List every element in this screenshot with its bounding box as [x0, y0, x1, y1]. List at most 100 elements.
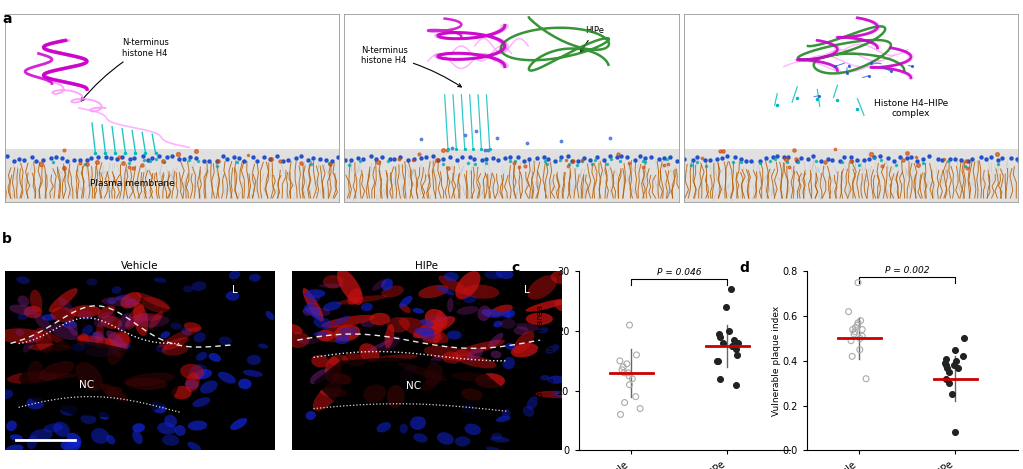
Ellipse shape	[0, 389, 13, 400]
Ellipse shape	[387, 317, 410, 333]
Point	[728, 351, 745, 359]
Ellipse shape	[75, 341, 91, 349]
Point	[620, 369, 636, 377]
Ellipse shape	[247, 355, 261, 365]
Ellipse shape	[461, 404, 475, 413]
Ellipse shape	[136, 292, 171, 309]
Ellipse shape	[418, 285, 449, 298]
Ellipse shape	[187, 442, 202, 451]
Ellipse shape	[447, 331, 461, 340]
Ellipse shape	[138, 315, 170, 327]
Ellipse shape	[258, 344, 268, 348]
Ellipse shape	[114, 343, 131, 351]
Ellipse shape	[535, 391, 577, 398]
Ellipse shape	[171, 322, 182, 330]
Ellipse shape	[360, 321, 374, 327]
Ellipse shape	[491, 433, 502, 439]
Point	[946, 429, 963, 436]
Point	[938, 375, 954, 383]
Ellipse shape	[106, 435, 116, 445]
Ellipse shape	[335, 335, 350, 344]
Ellipse shape	[196, 352, 208, 361]
Ellipse shape	[49, 288, 78, 312]
Point	[717, 303, 733, 311]
Point	[632, 405, 649, 412]
Point	[728, 381, 745, 388]
Ellipse shape	[99, 412, 109, 420]
Ellipse shape	[305, 289, 325, 298]
Ellipse shape	[464, 424, 481, 435]
Ellipse shape	[112, 287, 122, 294]
Point	[955, 335, 972, 342]
Point	[844, 326, 860, 333]
Ellipse shape	[461, 388, 483, 401]
Ellipse shape	[66, 433, 82, 446]
Ellipse shape	[132, 423, 145, 432]
Point	[723, 342, 740, 350]
Text: c: c	[512, 261, 520, 275]
Ellipse shape	[161, 331, 170, 338]
Point	[941, 368, 958, 376]
Text: P = 0.002: P = 0.002	[885, 266, 930, 275]
Ellipse shape	[412, 308, 424, 314]
Point	[712, 375, 728, 383]
Point	[852, 335, 869, 342]
Ellipse shape	[286, 324, 303, 334]
Point	[944, 391, 961, 398]
Ellipse shape	[500, 318, 516, 329]
Ellipse shape	[0, 328, 44, 343]
Ellipse shape	[553, 392, 563, 397]
Ellipse shape	[456, 306, 479, 315]
Ellipse shape	[311, 355, 328, 368]
Ellipse shape	[100, 316, 122, 329]
Ellipse shape	[27, 397, 45, 409]
Ellipse shape	[165, 415, 177, 427]
Ellipse shape	[528, 275, 557, 300]
Point	[730, 339, 747, 347]
Ellipse shape	[367, 340, 392, 352]
Ellipse shape	[491, 351, 501, 358]
Ellipse shape	[482, 309, 502, 318]
Y-axis label: Vulnerable plaque index: Vulnerable plaque index	[772, 306, 781, 416]
Ellipse shape	[484, 271, 502, 280]
Ellipse shape	[343, 353, 366, 366]
Ellipse shape	[451, 372, 492, 382]
Point	[627, 393, 643, 401]
Ellipse shape	[125, 313, 148, 327]
Ellipse shape	[78, 335, 122, 348]
Point	[617, 399, 633, 406]
Ellipse shape	[30, 429, 52, 442]
Point	[624, 375, 640, 383]
Point	[614, 366, 630, 373]
Ellipse shape	[414, 327, 435, 335]
Ellipse shape	[348, 288, 361, 305]
Ellipse shape	[399, 318, 448, 343]
Ellipse shape	[42, 314, 55, 321]
Ellipse shape	[323, 302, 342, 311]
Ellipse shape	[116, 295, 130, 301]
Ellipse shape	[547, 376, 566, 384]
Ellipse shape	[50, 324, 79, 340]
Ellipse shape	[68, 319, 78, 336]
Ellipse shape	[187, 421, 208, 431]
Ellipse shape	[455, 436, 471, 446]
Ellipse shape	[39, 361, 75, 381]
Ellipse shape	[490, 437, 509, 442]
Ellipse shape	[141, 297, 170, 313]
Ellipse shape	[463, 285, 499, 299]
Ellipse shape	[307, 295, 320, 303]
Ellipse shape	[238, 378, 252, 389]
Point	[709, 357, 725, 364]
Point	[844, 353, 860, 360]
Ellipse shape	[526, 313, 552, 325]
Ellipse shape	[488, 333, 503, 348]
Ellipse shape	[175, 425, 186, 436]
Ellipse shape	[340, 327, 358, 335]
Ellipse shape	[27, 435, 38, 449]
Point	[840, 308, 856, 316]
Ellipse shape	[337, 295, 388, 304]
Ellipse shape	[313, 332, 328, 337]
Ellipse shape	[9, 304, 36, 315]
Ellipse shape	[44, 424, 63, 432]
Point	[720, 327, 737, 335]
